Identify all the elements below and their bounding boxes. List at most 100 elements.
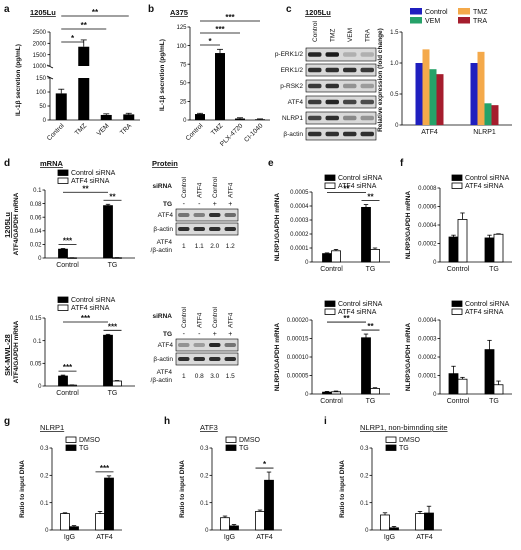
blot-band — [325, 131, 339, 137]
blot-row-label: ATF4 — [158, 342, 174, 349]
x-tick-label: Control — [320, 398, 343, 405]
significance-label: *** — [81, 314, 91, 323]
bar-tg — [69, 526, 79, 531]
bar-tra — [436, 74, 444, 125]
y-tick-label: 0 — [305, 392, 309, 398]
legend-label: Control siRNA — [71, 297, 116, 304]
blot-column-label: VEM — [347, 28, 354, 42]
panel-label: h — [164, 416, 170, 427]
chart-e1: 0 0.0001 0.0002 0.0003 0.0004 0.0005 Control TG… — [274, 174, 390, 273]
blot-row-label: siRNA — [152, 183, 172, 190]
blot-strip — [175, 352, 239, 366]
legend-swatch — [385, 444, 397, 451]
bar-atf4-sirna — [457, 219, 468, 263]
blot-tg-sign: + — [213, 331, 217, 338]
blot-tg-sign: + — [228, 331, 232, 338]
y-tick-label: 1.5 — [390, 30, 399, 36]
blot-quant-value: 3.0 — [210, 373, 219, 380]
bar-control-sirna — [448, 373, 459, 395]
bar-control-sirna — [484, 349, 495, 395]
y-tick-label: 0.1 — [40, 501, 49, 507]
bar-tmz — [422, 49, 430, 125]
legend-swatch — [225, 436, 237, 443]
blot-band — [178, 213, 190, 217]
bar-atf4-sirna — [370, 248, 380, 263]
panel-label: f — [400, 158, 404, 169]
y-tick-label: 0.2 — [360, 474, 369, 480]
bar-atf4-sirna — [493, 233, 504, 263]
legend-swatch — [324, 182, 336, 189]
blot-column-label: Control — [212, 176, 219, 198]
legend-label: DMSO — [239, 437, 261, 444]
y-tick-label: 0.08 — [30, 202, 42, 208]
legend-label: Control siRNA — [465, 175, 510, 182]
bar-control-sirna — [322, 391, 332, 395]
y-tick-label: 0.2 — [200, 474, 209, 480]
bar-control-sirna — [103, 334, 113, 387]
bar-vem — [484, 103, 492, 125]
panel-label: g — [4, 416, 10, 427]
legend-swatch — [57, 177, 69, 184]
bar-tg — [264, 479, 274, 531]
y-tick-label: 75 — [180, 62, 187, 68]
y-tick-label: 0.05 — [30, 362, 42, 368]
blot-strip — [175, 338, 239, 352]
blot-band — [193, 227, 205, 231]
legend-swatch — [324, 308, 336, 315]
chart-f2: 0 0.0001 0.0002 0.0003 0.0004 Control TG Contro… — [405, 300, 512, 405]
blot-strip — [305, 47, 377, 62]
bar-control — [470, 63, 478, 125]
chart-title: ATF3 — [200, 423, 218, 432]
y-tick-label: 0.0002 — [290, 232, 309, 238]
bar — [195, 114, 205, 120]
y-tick-label: 0 — [433, 260, 437, 266]
blot-band — [325, 99, 339, 105]
bar-atf4-sirna — [331, 250, 341, 263]
legend-label: TG — [79, 445, 89, 452]
blot-column-label: ATF4 — [227, 312, 234, 328]
blot-column-label: Control — [312, 20, 319, 42]
blot-band — [343, 52, 357, 57]
x-tick-label: Control — [185, 122, 205, 142]
y-axis-label: NLRP3/GAPDH mRNA — [405, 191, 412, 260]
legend-label: DMSO — [399, 437, 421, 444]
blot-row-label: TG — [163, 331, 172, 338]
blot-strip — [305, 111, 377, 125]
blot-band — [343, 83, 357, 89]
bar-control-sirna — [58, 248, 68, 259]
y-tick-label: 100 — [176, 44, 187, 50]
row-label: 1205Lu — [3, 212, 12, 238]
blot-row-label: NLRP1 — [282, 115, 303, 122]
y-tick-label: 0 — [305, 260, 309, 266]
bar-control-sirna — [361, 337, 371, 395]
blot-band — [343, 115, 357, 121]
blot-quant-label: /β-actin — [151, 377, 173, 384]
y-axis-label: NLRP3/GAPDH mRNA — [405, 323, 412, 392]
bar-control-sirna — [322, 253, 332, 263]
blot-row-label: TG — [163, 201, 172, 208]
y-tick-label: 0.0006 — [418, 205, 437, 211]
bar-dmso — [95, 513, 105, 531]
blot-strip — [305, 127, 377, 141]
x-tick-label: Control — [447, 266, 470, 273]
y-tick-label: 0.1 — [33, 339, 42, 345]
y-tick-label: 0.2 — [40, 474, 49, 480]
significance-label: * — [263, 460, 267, 469]
x-tick-label: TG — [489, 266, 499, 273]
legend-label: Control siRNA — [338, 301, 383, 308]
blot-tg-sign: + — [228, 201, 232, 208]
y-tick-label: 0 — [433, 392, 437, 398]
blot-column-label: Control — [212, 306, 219, 328]
legend-label: TG — [239, 445, 249, 452]
blot-quant-label: /β-actin — [151, 247, 173, 254]
significance-label: *** — [100, 464, 110, 473]
x-tick-label: IgG — [224, 534, 235, 541]
y-tick-label: 0.00005 — [287, 374, 309, 380]
legend-label: ATF4 siRNA — [71, 305, 110, 312]
blot-band — [308, 52, 322, 57]
legend-label: ATF4 siRNA — [465, 183, 504, 190]
blot-band — [224, 343, 236, 347]
legend-swatch — [57, 304, 69, 311]
